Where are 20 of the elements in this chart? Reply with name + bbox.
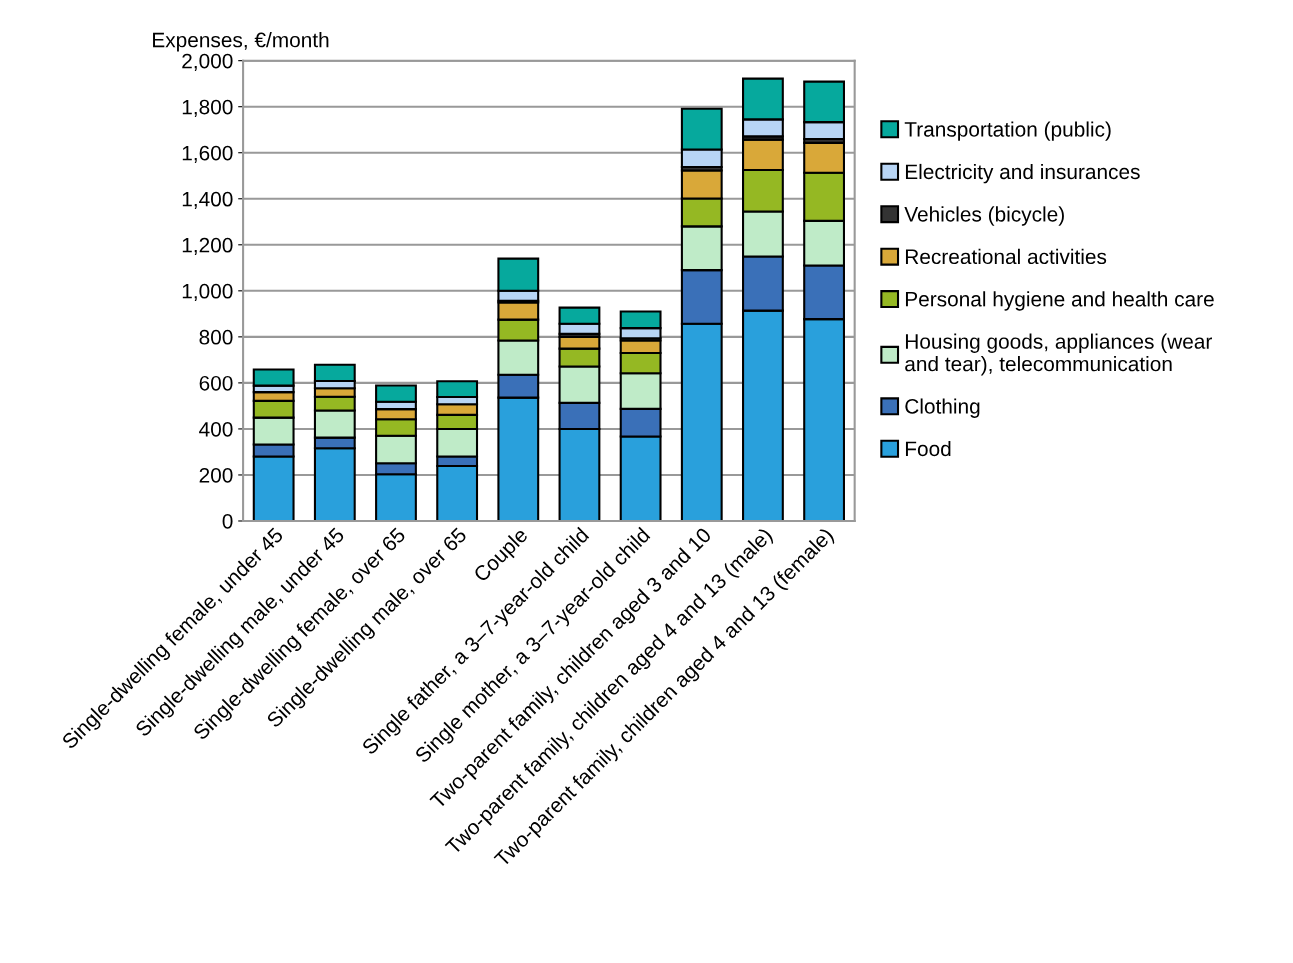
y-tick-label: 0 [222,513,233,529]
legend-label: Vehicles (bicycle) [904,206,1064,226]
y-tick-label: 400 [199,421,233,437]
y-tick-label: 1,400 [182,191,233,209]
y-tick-label: 1,000 [182,283,233,302]
y-tick-label: 2,000 [182,53,233,71]
legend-label: Transportation (public) [904,121,1111,141]
y-tick-label: 200 [199,467,233,483]
legend-label: Housing goods, appliances (wear and tear), telecommunication [905,333,1212,376]
y-tick-label: 1,800 [182,99,233,117]
y-tick-label: 1,600 [182,145,233,163]
y-tick-label: 800 [199,329,233,345]
y-tick-label: 600 [199,375,233,391]
legend-label: Clothing [905,398,980,418]
legend-label: Personal hygiene and health care [905,291,1214,311]
y-axis-title: Expenses, €/month [153,32,329,52]
legend-label: Electricity and insurances [905,163,1140,184]
legend-label: Recreational activities [905,248,1107,265]
legend-label: Food [905,440,951,457]
y-tick-label: 1,200 [182,237,233,256]
